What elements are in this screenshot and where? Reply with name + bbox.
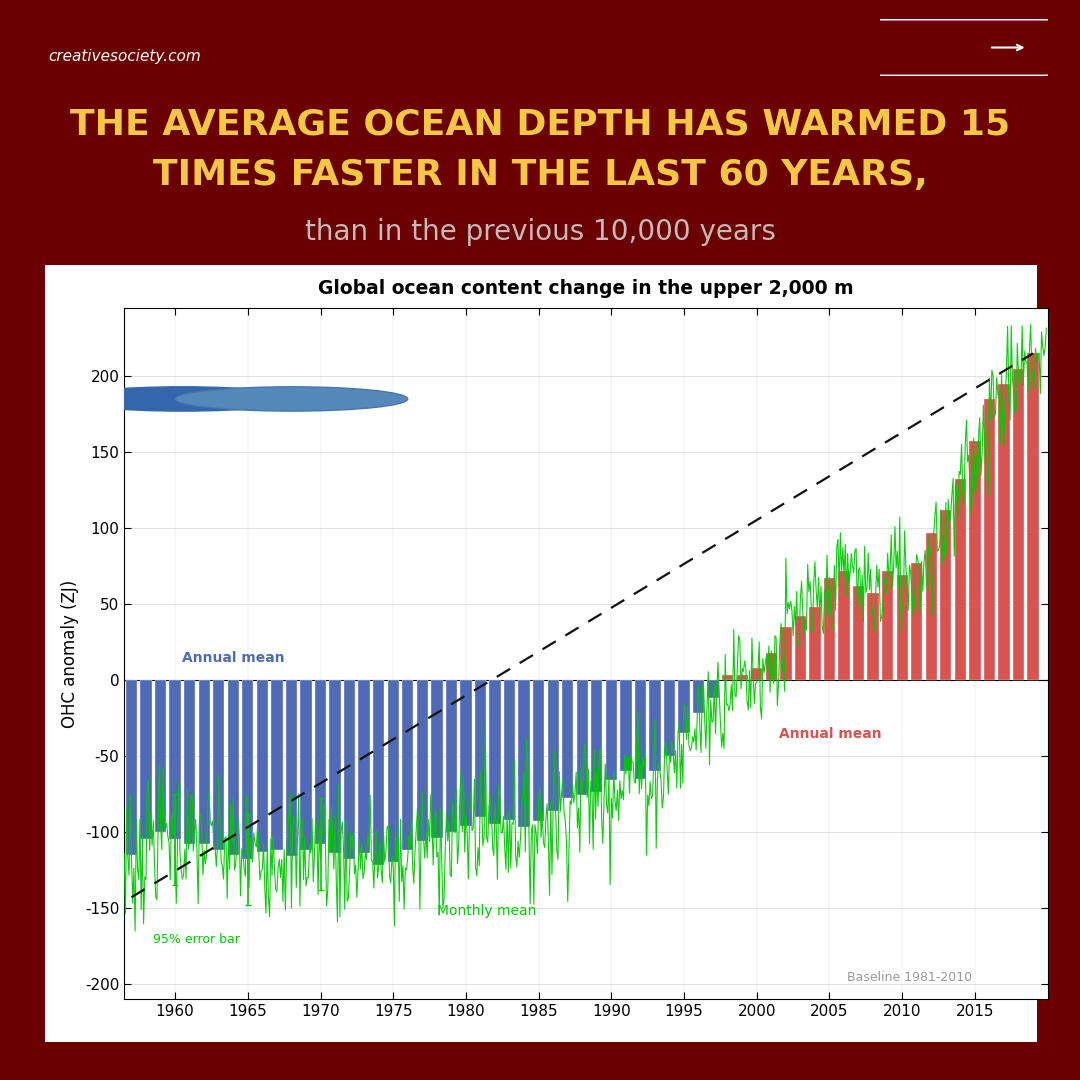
Bar [780, 626, 792, 680]
Bar [998, 383, 1010, 680]
Bar [882, 570, 893, 680]
Bar [562, 680, 573, 798]
Bar [184, 680, 195, 845]
Bar [678, 680, 690, 733]
Y-axis label: OHC anomaly (ZJ): OHC anomaly (ZJ) [62, 579, 80, 728]
Text: creativesociety.com: creativesociety.com [49, 49, 201, 64]
Bar [548, 680, 558, 811]
Bar [693, 680, 704, 714]
Bar [532, 680, 544, 821]
Bar [853, 585, 864, 680]
Bar [955, 480, 966, 680]
Text: TIMES FASTER IN THE LAST 60 YEARS,: TIMES FASTER IN THE LAST 60 YEARS, [152, 158, 928, 192]
Bar [912, 563, 922, 680]
FancyBboxPatch shape [30, 253, 1052, 1054]
Bar [170, 680, 180, 839]
Bar [111, 680, 123, 862]
Bar [125, 680, 137, 854]
Bar [751, 667, 762, 680]
Bar [723, 675, 733, 680]
Bar [838, 570, 850, 680]
Text: Annual mean: Annual mean [183, 651, 285, 665]
Bar [257, 680, 268, 852]
Bar [518, 680, 530, 827]
Bar [315, 680, 326, 845]
Bar [417, 680, 428, 841]
Bar [329, 680, 340, 853]
Bar [300, 680, 312, 850]
Bar [824, 578, 835, 680]
Text: 95% error bar: 95% error bar [153, 933, 240, 946]
Bar [969, 442, 981, 680]
Bar [388, 680, 399, 862]
Bar [867, 593, 879, 680]
Bar [343, 680, 355, 860]
Bar [1013, 368, 1024, 680]
Bar [475, 680, 486, 816]
Bar [795, 617, 806, 680]
Bar [359, 680, 369, 853]
Bar [271, 680, 283, 850]
Title: Global ocean content change in the upper 2,000 m: Global ocean content change in the upper… [319, 279, 853, 298]
Bar [373, 680, 384, 865]
Bar [926, 532, 937, 680]
Bar [446, 680, 457, 832]
Bar [664, 680, 675, 756]
Bar [431, 680, 443, 838]
Bar [635, 680, 646, 779]
Bar [228, 680, 239, 854]
Text: Baseline 1981-2010: Baseline 1981-2010 [847, 971, 972, 984]
Bar [402, 680, 414, 850]
Bar [737, 675, 747, 680]
Bar [213, 680, 225, 850]
Bar [154, 680, 166, 832]
Bar [286, 680, 297, 856]
Bar [649, 680, 661, 771]
Circle shape [175, 387, 408, 411]
Bar [984, 399, 995, 680]
Bar [940, 510, 951, 680]
Circle shape [66, 387, 299, 411]
Bar [577, 680, 588, 796]
Bar [896, 576, 908, 680]
Bar [1027, 353, 1039, 680]
Bar [809, 607, 821, 680]
Bar [489, 680, 501, 824]
Bar [504, 680, 515, 820]
Bar [766, 652, 777, 680]
Bar [199, 680, 210, 845]
Bar [591, 680, 603, 793]
Text: Annual mean: Annual mean [779, 727, 881, 741]
Bar [97, 680, 108, 877]
Bar [606, 680, 617, 780]
Text: THE AVERAGE OCEAN DEPTH HAS WARMED 15: THE AVERAGE OCEAN DEPTH HAS WARMED 15 [70, 107, 1010, 141]
Bar [460, 680, 472, 826]
Bar [707, 680, 719, 698]
Bar [140, 680, 151, 839]
Text: than in the previous 10,000 years: than in the previous 10,000 years [305, 218, 775, 246]
Bar [620, 680, 632, 771]
Text: Monthly mean: Monthly mean [436, 904, 537, 918]
Bar [242, 680, 254, 860]
